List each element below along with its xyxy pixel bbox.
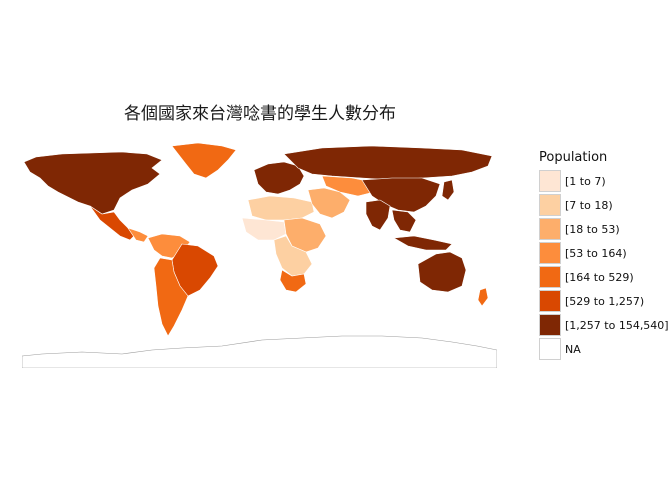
- region-new-zealand: [477, 287, 489, 307]
- region-southern-africa: [273, 235, 313, 277]
- legend-item: [529 to 1,257): [539, 289, 669, 313]
- region-western-europe: [253, 161, 305, 195]
- map-title: 各個國家來台灣唸書的學生人數分布: [124, 104, 396, 124]
- legend-swatch: [539, 194, 561, 216]
- region-antarctica: [22, 335, 497, 368]
- legend-label: [53 to 164): [565, 246, 627, 260]
- legend-swatch: [539, 338, 561, 360]
- legend-swatch: [539, 170, 561, 192]
- region-japan: [441, 179, 455, 201]
- region-indonesia: [393, 235, 453, 251]
- legend-item: [1,257 to 154,540]: [539, 313, 669, 337]
- region-mexico: [89, 205, 135, 241]
- legend-item: [164 to 529): [539, 265, 669, 289]
- legend-swatch: [539, 290, 561, 312]
- legend-swatch: [539, 266, 561, 288]
- legend-label: NA: [565, 342, 581, 356]
- legend-label: [18 to 53): [565, 222, 620, 236]
- region-south-africa: [279, 269, 307, 293]
- region-russia: [283, 145, 493, 181]
- legend: Population [1 to 7) [7 to 18) [18 to 53)…: [539, 150, 669, 361]
- legend-item: NA: [539, 337, 669, 361]
- legend-swatch: [539, 218, 561, 240]
- region-southeast-asia: [391, 209, 417, 233]
- region-greenland: [171, 142, 237, 179]
- region-west-africa: [241, 217, 287, 241]
- legend-swatch: [539, 242, 561, 264]
- region-central-america: [127, 227, 149, 243]
- region-north-africa: [247, 195, 315, 221]
- legend-label: [7 to 18): [565, 198, 613, 212]
- legend-item: [18 to 53): [539, 217, 669, 241]
- legend-item: [7 to 18): [539, 193, 669, 217]
- legend-title: Population: [539, 150, 608, 165]
- legend-label: [164 to 529): [565, 270, 634, 284]
- region-east-africa: [283, 217, 327, 253]
- region-north-america: [23, 151, 163, 215]
- region-southern-cone: [153, 257, 189, 337]
- region-australia: [417, 251, 467, 293]
- legend-label: [1 to 7): [565, 174, 606, 188]
- legend-item: [1 to 7): [539, 169, 669, 193]
- legend-label: [1,257 to 154,540]: [565, 318, 669, 332]
- legend-item: [53 to 164): [539, 241, 669, 265]
- region-india: [365, 199, 391, 231]
- legend-swatch: [539, 314, 561, 336]
- world-choropleth-map: [22, 142, 497, 368]
- region-middle-east: [307, 187, 351, 219]
- legend-label: [529 to 1,257): [565, 294, 645, 308]
- region-central-asia: [321, 175, 375, 197]
